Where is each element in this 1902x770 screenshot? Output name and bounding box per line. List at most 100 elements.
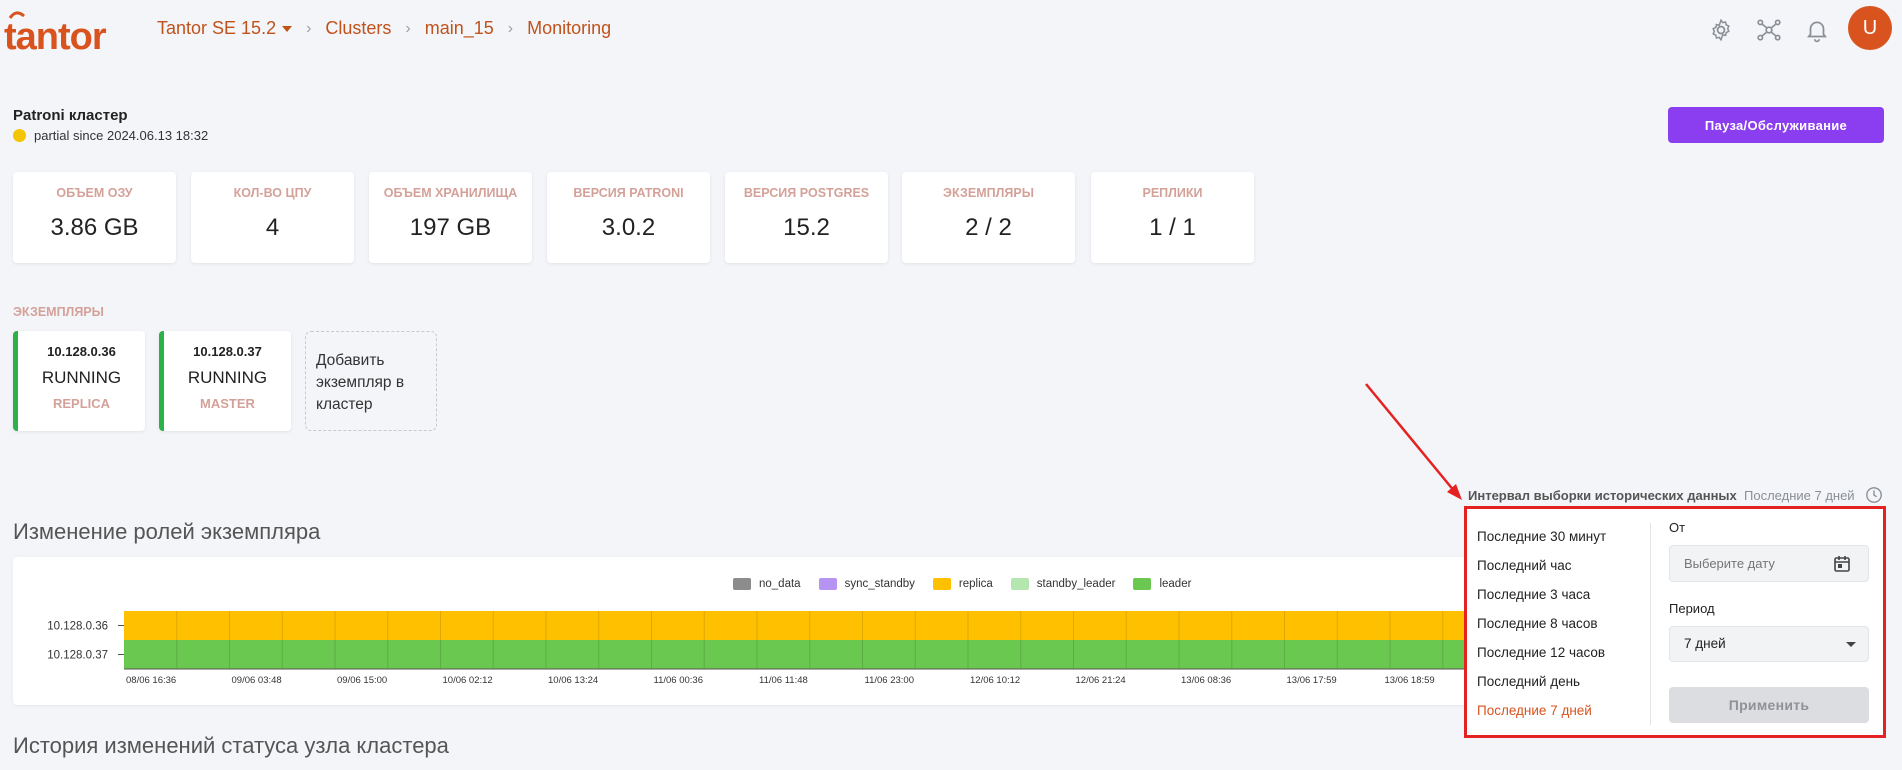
network-icon[interactable]: [1756, 17, 1782, 43]
legend-item[interactable]: standby_leader: [1010, 578, 1116, 590]
pause-maintenance-button[interactable]: Пауза/Обслуживание: [1668, 107, 1884, 143]
user-avatar[interactable]: U: [1848, 6, 1892, 50]
cluster-title: Patroni кластер: [13, 107, 128, 124]
stat-label: Версия Patroni: [573, 186, 684, 200]
x-tick-label: 12/06 21:24: [1076, 675, 1126, 686]
legend-label: replica: [958, 578, 993, 590]
clock-icon[interactable]: [1865, 486, 1883, 504]
instance-state: RUNNING: [187, 368, 268, 387]
interval-option-1d[interactable]: Последний день: [1477, 674, 1581, 689]
stat-value: 3.86 GB: [50, 214, 139, 241]
instance-role: REPLICA: [52, 396, 111, 411]
interval-option-7d[interactable]: Последние 7 дней: [1477, 703, 1592, 718]
timeline-bar-leader: [124, 640, 1480, 669]
add-instance-card[interactable]: Добавить экземпляр в кластер: [305, 331, 437, 431]
legend-swatch: [932, 578, 951, 590]
stat-card-postgres-version: Версия Postgres 15.2: [725, 172, 888, 263]
stat-label: Кол-во ЦПУ: [233, 186, 312, 200]
interval-option-30m[interactable]: Последние 30 минут: [1477, 529, 1607, 544]
x-tick-label: 11/06 23:00: [865, 675, 914, 686]
chevron-down-icon: [1846, 642, 1856, 647]
stat-value: 15.2: [783, 214, 830, 241]
chevron-right-icon: ›: [507, 19, 514, 37]
x-tick-label: 13/06 18:59: [1385, 675, 1435, 686]
stat-label: Объем хранилища: [383, 186, 518, 200]
from-label: От: [1669, 520, 1686, 535]
x-tick-label: 13/06 17:59: [1287, 675, 1337, 686]
bell-icon[interactable]: [1804, 17, 1830, 43]
apply-button[interactable]: Применить: [1669, 687, 1869, 723]
instance-card[interactable]: 10.128.0.36 RUNNING REPLICA: [13, 331, 145, 431]
x-tick-label: 09/06 15:00: [337, 675, 387, 686]
gear-icon[interactable]: [1708, 17, 1734, 43]
y-tick-label: 10.128.0.37: [47, 650, 108, 662]
instance-ip: 10.128.0.36: [47, 344, 116, 359]
cluster-status-text: partial since 2024.06.13 18:32: [34, 128, 209, 143]
history-title: История изменений статуса узла кластера: [13, 733, 449, 758]
timeline-bar-replica: [124, 611, 1480, 640]
stat-label: Экземпляры: [943, 186, 1034, 200]
legend-item[interactable]: replica: [932, 578, 993, 590]
chart-legend: no_data sync_standby replica standby_lea…: [733, 578, 1191, 590]
instance-card[interactable]: 10.128.0.37 RUNNING MASTER: [159, 331, 291, 431]
y-tick-label: 10.128.0.36: [47, 621, 108, 633]
legend-swatch: [818, 578, 837, 590]
tantor-logo[interactable]: tantor: [4, 8, 107, 58]
x-tick-label: 13/06 08:36: [1181, 675, 1231, 686]
cluster-status: partial since 2024.06.13 18:32: [13, 128, 208, 143]
period-select-value: 7 дней: [1684, 636, 1726, 651]
stat-card-storage: Объем хранилища 197 GB: [369, 172, 532, 263]
stat-value: 2 / 2: [965, 214, 1012, 241]
breadcrumb-current[interactable]: Monitoring: [527, 18, 612, 38]
interval-option-3h[interactable]: Последние 3 часа: [1477, 587, 1591, 602]
breadcrumb-cluster[interactable]: main_15: [424, 18, 494, 38]
x-tick-label: 10/06 02:12: [443, 675, 493, 686]
interval-option-1h[interactable]: Последний час: [1477, 558, 1572, 573]
legend-item[interactable]: sync_standby: [818, 578, 915, 590]
stat-card-patroni-version: Версия Patroni 3.0.2: [547, 172, 710, 263]
legend-item[interactable]: leader: [1133, 578, 1191, 590]
legend-item[interactable]: no_data: [733, 578, 801, 590]
logo-mark: [8, 11, 25, 19]
interval-options: Последние 30 минут Последний час Последн…: [1477, 527, 1606, 730]
stat-value: 197 GB: [409, 214, 492, 241]
x-tick-label: 11/06 11:48: [759, 675, 808, 686]
chevron-down-icon: [282, 26, 293, 33]
legend-swatch: [1133, 578, 1152, 590]
legend-swatch: [1010, 578, 1029, 590]
period-label: Период: [1669, 601, 1715, 616]
stat-card-cpu: Кол-во ЦПУ 4: [191, 172, 354, 263]
interval-option-12h[interactable]: Последние 12 часов: [1477, 645, 1606, 660]
breadcrumb-clusters[interactable]: Clusters: [325, 18, 392, 38]
x-tick-label: 09/06 03:48: [232, 675, 282, 686]
x-tick-label: 08/06 16:36: [126, 675, 176, 686]
interval-current[interactable]: Последние 7 дней: [1744, 488, 1855, 503]
stat-label: Объем ОЗУ: [56, 186, 133, 200]
x-tick-label: 11/06 00:36: [654, 675, 703, 686]
stat-card-replicas: Реплики 1 / 1: [1091, 172, 1254, 263]
stat-card-instances: Экземпляры 2 / 2: [902, 172, 1075, 263]
popup-divider: [1650, 523, 1651, 725]
x-tick-label: 10/06 13:24: [548, 675, 598, 686]
breadcrumb-product[interactable]: Tantor SE 15.2: [157, 18, 293, 39]
legend-label: leader: [1159, 578, 1192, 590]
interval-option-8h[interactable]: Последние 8 часов: [1477, 616, 1598, 631]
calendar-icon[interactable]: [1832, 554, 1852, 574]
interval-label: Интервал выборки исторических данных: [1468, 488, 1737, 503]
logo-text: tantor: [4, 16, 107, 58]
legend-label: no_data: [759, 578, 801, 590]
breadcrumb: Tantor SE 15.2 › Clusters › main_15 › Mo…: [157, 18, 611, 39]
instance-role: MASTER: [200, 396, 255, 411]
stat-label: Реплики: [1142, 186, 1203, 200]
top-header: tantor Tantor SE 15.2 › Clusters › main_…: [0, 0, 1902, 62]
instance-state: RUNNING: [41, 368, 122, 387]
stat-card-ram: Объем ОЗУ 3.86 GB: [13, 172, 176, 263]
interval-popup: Последние 30 минут Последний час Последн…: [1464, 506, 1886, 738]
legend-label: standby_leader: [1036, 578, 1116, 590]
period-select[interactable]: 7 дней: [1669, 626, 1869, 662]
role-chart-title: Изменение ролей экземпляра: [13, 519, 321, 544]
legend-swatch: [733, 578, 751, 590]
stat-label: Версия Postgres: [743, 186, 870, 200]
chevron-right-icon: ›: [405, 19, 411, 37]
